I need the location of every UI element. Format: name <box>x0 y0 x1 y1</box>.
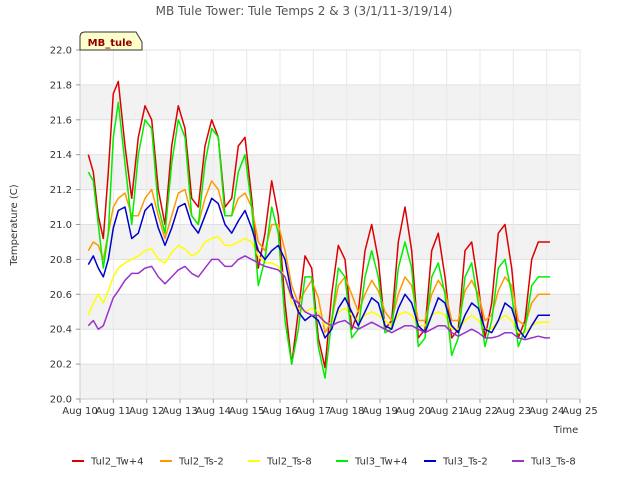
series-line-Tul3_Tw+4 <box>87 101 550 379</box>
site-tag-label: MB_tule <box>88 38 133 49</box>
y-tick-label: 20.8 <box>50 255 72 266</box>
series-lines <box>87 80 550 379</box>
x-tick-label: Aug 21 <box>429 406 464 417</box>
legend-item-Tul2_Tw+4: Tul2_Tw+4 <box>72 457 143 468</box>
y-tick-label: 21.4 <box>50 150 72 161</box>
y-tick-label: 20.0 <box>50 395 72 406</box>
legend-label: Tul2_Tw+4 <box>90 457 143 468</box>
x-tick-label: Aug 14 <box>196 406 231 417</box>
y-tick-label: 21.2 <box>50 185 72 196</box>
series-line-Tul2_Ts-2 <box>87 180 550 334</box>
y-axis-ticks: 20.0 20.2 20.4 20.6 20.8 21.0 21.2 21.4 21.6 21.8… <box>50 46 80 406</box>
legend-label: Tul2_Ts-8 <box>266 457 312 468</box>
plot-band <box>80 364 580 399</box>
x-tick-label: Aug 20 <box>396 406 431 417</box>
y-tick-label: 21.0 <box>50 220 72 231</box>
x-tick-label: Aug 18 <box>329 406 364 417</box>
series-line-Tul2_Tw+4 <box>87 80 550 369</box>
series-line-Tul3_Ts-8 <box>87 255 550 341</box>
legend-label: Tul3_Ts-8 <box>530 457 576 468</box>
x-tick-label: Aug 23 <box>496 406 531 417</box>
x-tick-label: Aug 24 <box>529 406 564 417</box>
x-tick-label: Aug 11 <box>96 406 131 417</box>
y-tick-label: 21.6 <box>50 115 72 126</box>
x-tick-label: Aug 16 <box>262 406 297 417</box>
legend-item-Tul3_Ts-2: Tul3_Ts-2 <box>424 457 488 468</box>
legend-label: Tul3_Ts-2 <box>442 457 488 468</box>
x-tick-label: Aug 25 <box>562 406 597 417</box>
y-tick-label: 20.2 <box>50 360 72 371</box>
plot-band <box>80 154 580 190</box>
legend-item-Tul3_Tw+4: Tul3_Tw+4 <box>336 457 407 468</box>
x-tick-label: Aug 17 <box>296 406 331 417</box>
series-line-Tul3_Ts-2 <box>87 197 550 339</box>
x-tick-label: Aug 22 <box>462 406 497 417</box>
y-tick-label: 21.8 <box>50 80 72 91</box>
legend-label: Tul3_Tw+4 <box>354 457 407 468</box>
x-tick-label: Aug 15 <box>229 406 264 417</box>
legend: Tul2_Tw+4 Tul2_Ts-2 Tul2_Ts-8 Tul3_Tw+4 Tul3… <box>72 457 576 468</box>
chart-title: MB Tule Tower: Tule Temps 2 & 3 (3/1/11-… <box>156 4 453 18</box>
x-tick-label: Aug 13 <box>162 406 197 417</box>
site-tag-box <box>79 31 143 51</box>
x-tick-label: Aug 12 <box>129 406 164 417</box>
site-tag: MB_tule <box>79 31 143 51</box>
x-tick-label: Aug 19 <box>362 406 397 417</box>
legend-item-Tul2_Ts-8: Tul2_Ts-8 <box>248 457 312 468</box>
legend-item-Tul3_Ts-8: Tul3_Ts-8 <box>512 457 576 468</box>
plot-band <box>80 84 580 120</box>
legend-label: Tul2_Ts-2 <box>178 457 224 468</box>
y-tick-label: 20.4 <box>50 325 72 336</box>
y-tick-label: 22.0 <box>50 46 72 57</box>
y-tick-label: 20.6 <box>50 290 72 301</box>
x-tick-label: Aug 10 <box>62 406 97 417</box>
y-axis-label: Temperature (C) <box>9 184 20 266</box>
x-axis-label: Time <box>553 425 578 436</box>
legend-item-Tul2_Ts-2: Tul2_Ts-2 <box>160 457 224 468</box>
